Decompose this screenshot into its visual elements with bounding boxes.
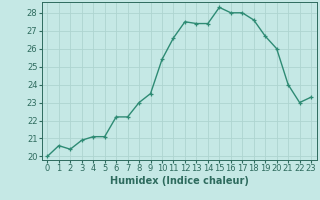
X-axis label: Humidex (Indice chaleur): Humidex (Indice chaleur) <box>110 176 249 186</box>
